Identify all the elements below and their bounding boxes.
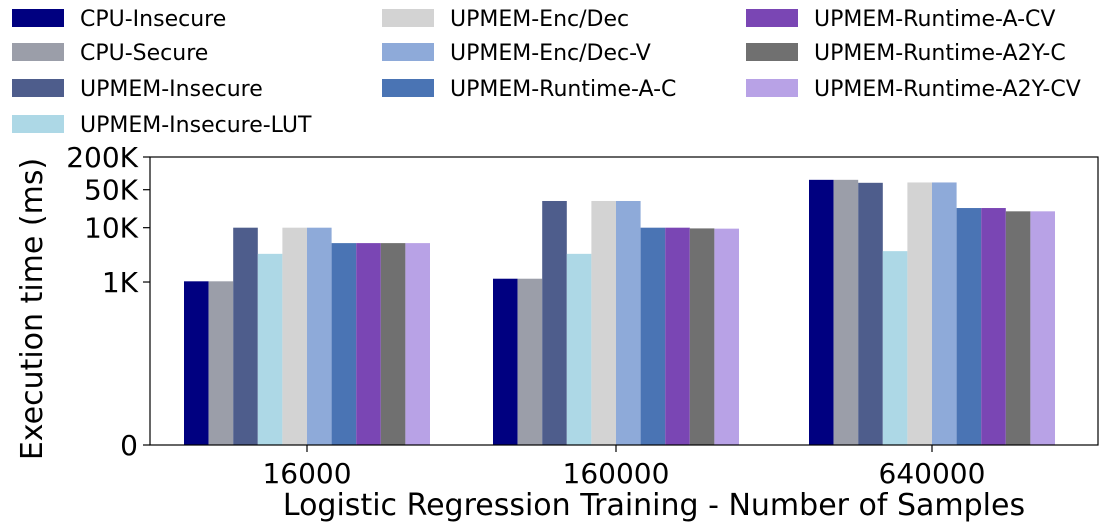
bar	[307, 227, 332, 445]
legend-swatch	[12, 79, 64, 97]
legend-label: CPU-Insecure	[80, 7, 226, 32]
bar	[616, 200, 641, 445]
bar	[282, 227, 307, 445]
legend-swatch	[12, 43, 64, 61]
bar	[380, 243, 406, 445]
x-axis-label: Logistic Regression Training - Number of…	[283, 488, 1025, 523]
legend-label: UPMEM-Insecure-LUT	[80, 113, 312, 138]
legend-label: CPU-Secure	[80, 41, 208, 66]
legend-label: UPMEM-Enc/Dec-V	[450, 41, 651, 66]
bar	[233, 227, 258, 445]
legend-label: UPMEM-Runtime-A-CV	[814, 7, 1055, 32]
bar	[981, 208, 1006, 445]
legend: CPU-Insecure CPU-Secure UPMEM-Insecure UPME…	[12, 7, 1081, 138]
x-tick-label: 16000	[262, 457, 351, 490]
bar	[956, 208, 982, 445]
bar	[882, 251, 908, 445]
legend-swatch	[746, 9, 798, 27]
legend-label: UPMEM-Runtime-A2Y-C	[814, 41, 1066, 66]
bar	[257, 253, 283, 445]
bar	[833, 179, 859, 446]
y-tick-label: 0	[120, 429, 138, 462]
bar	[208, 281, 234, 445]
legend-item: UPMEM-Insecure-LUT	[12, 113, 312, 138]
bar	[689, 228, 715, 445]
bar	[493, 278, 518, 445]
legend-swatch	[12, 9, 64, 27]
bar	[356, 243, 381, 445]
legend-swatch	[746, 79, 798, 97]
bar	[858, 182, 883, 445]
bar	[640, 227, 666, 445]
bar	[1030, 211, 1055, 445]
legend-item: CPU-Insecure	[12, 7, 226, 32]
legend-item: CPU-Secure	[12, 41, 208, 66]
y-tick-label: 1K	[102, 266, 139, 299]
legend-swatch	[382, 79, 434, 97]
bar	[932, 182, 957, 445]
legend-item: UPMEM-Insecure	[12, 77, 263, 102]
axes-frame	[149, 156, 1099, 446]
legend-swatch	[746, 43, 798, 61]
legend-item: UPMEM-Runtime-A-CV	[746, 7, 1055, 32]
legend-item: UPMEM-Runtime-A-C	[382, 77, 676, 102]
bar	[566, 253, 592, 445]
bar	[1005, 211, 1031, 445]
legend-label: UPMEM-Runtime-A2Y-CV	[814, 77, 1081, 102]
legend-item: UPMEM-Runtime-A2Y-C	[746, 41, 1066, 66]
bar	[907, 182, 932, 445]
legend-swatch	[12, 115, 64, 133]
bar	[542, 200, 567, 445]
bar	[591, 200, 616, 445]
bar	[665, 227, 690, 445]
x-tick-label: 640000	[879, 457, 986, 490]
legend-swatch	[382, 9, 434, 27]
bar	[517, 278, 543, 445]
bar	[714, 228, 739, 445]
bars	[184, 179, 1055, 446]
legend-label: UPMEM-Insecure	[80, 77, 263, 102]
bar	[405, 243, 430, 445]
y-tick-label: 200K	[66, 141, 138, 174]
x-axis-ticks: 16000 160000 640000	[262, 445, 985, 490]
y-tick-label: 10K	[84, 212, 139, 245]
bar	[809, 179, 834, 446]
legend-item: UPMEM-Runtime-A2Y-CV	[746, 77, 1081, 102]
legend-label: UPMEM-Enc/Dec	[450, 7, 629, 32]
bar	[184, 281, 209, 445]
x-tick-label: 160000	[563, 457, 670, 490]
legend-label: UPMEM-Runtime-A-C	[450, 77, 676, 102]
bar	[331, 243, 357, 445]
legend-swatch	[382, 43, 434, 61]
legend-item: UPMEM-Enc/Dec	[382, 7, 629, 32]
y-tick-label: 50K	[84, 174, 139, 207]
legend-item: UPMEM-Enc/Dec-V	[382, 41, 651, 66]
y-axis-label: Execution time (ms)	[15, 158, 50, 460]
